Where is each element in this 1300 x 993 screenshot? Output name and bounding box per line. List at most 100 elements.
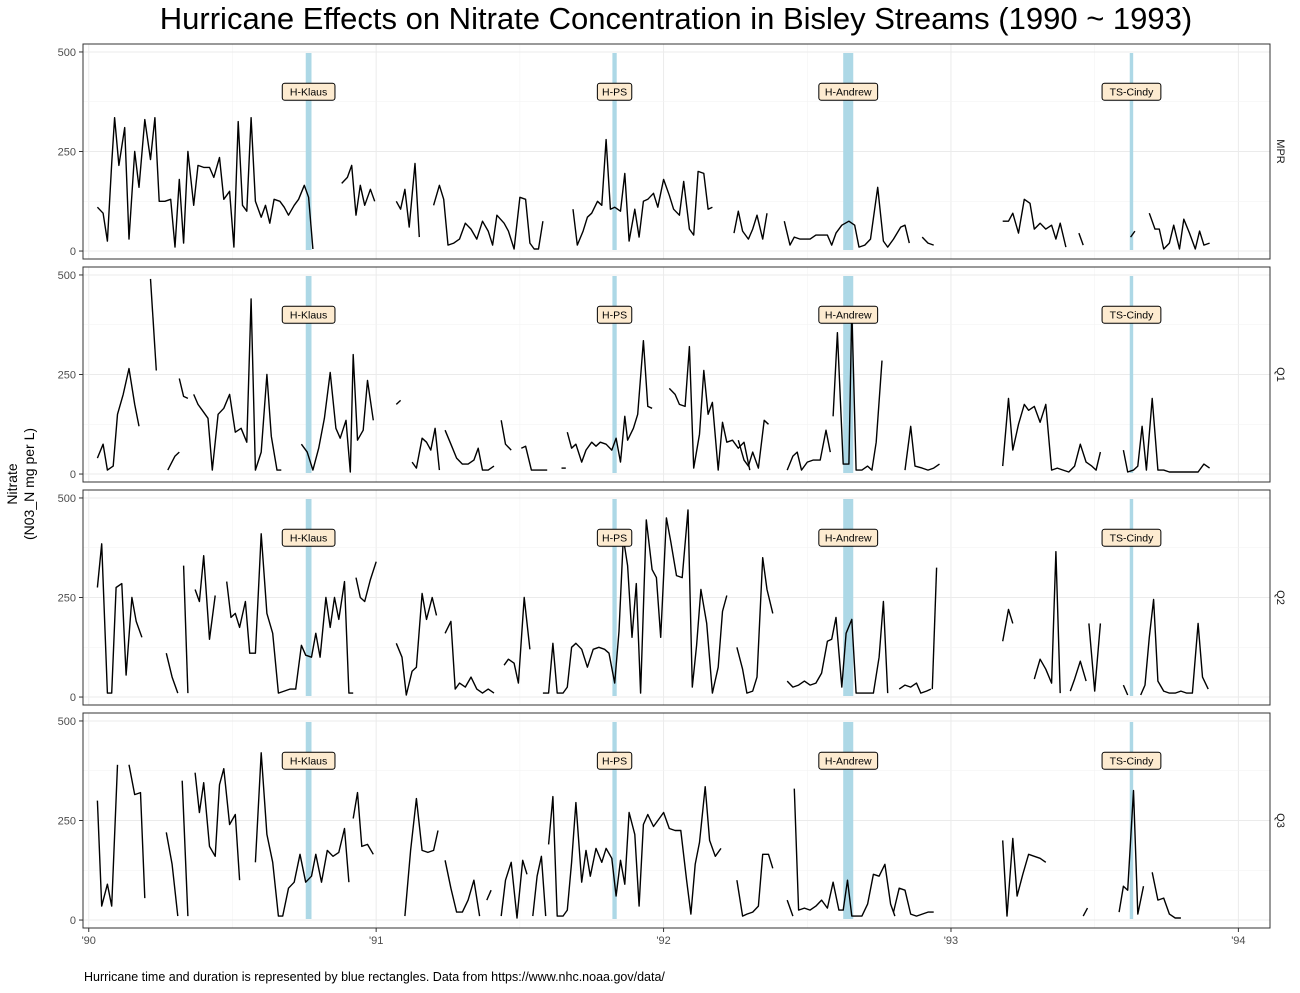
nitrate-line — [783, 186, 910, 248]
nitrate-line — [1082, 907, 1089, 917]
hurricane-label-h-andrew: H-Andrew — [818, 751, 879, 770]
nitrate-line — [793, 788, 896, 917]
hurricane-label-text: H-PS — [602, 310, 627, 322]
hurricane-label-text: H-Klaus — [290, 87, 327, 99]
facet-strip — [1271, 44, 1295, 259]
nitrate-line — [96, 764, 119, 907]
panel-q1: H-Klaus H-PS H-Andrew TS-Cindy 0 250 500 Q1 — [58, 266, 1295, 483]
nitrate-line — [96, 117, 314, 250]
nitrate-line — [921, 236, 934, 246]
hurricane-label-text: H-PS — [602, 87, 627, 99]
nitrate-line — [341, 164, 376, 216]
y-tick-label: 500 — [58, 493, 76, 505]
x-tick-label: '93 — [944, 935, 958, 947]
hurricane-band-ts-cindy — [1129, 499, 1134, 696]
hurricane-band-h-klaus — [305, 722, 312, 919]
hurricane-band-ts-cindy — [1129, 276, 1134, 473]
nitrate-line — [566, 340, 653, 463]
panel-mpr: H-Klaus H-PS H-Andrew TS-Cindy 0 250 500 MPR — [58, 43, 1295, 260]
hurricane-band-h-andrew — [843, 276, 854, 473]
hurricane-label-box — [1101, 305, 1162, 324]
nitrate-line — [892, 887, 934, 917]
panel-q3: H-Klaus H-PS H-Andrew TS-Cindy 0 250 500 Q3 — [58, 712, 1295, 929]
nitrate-line — [733, 210, 768, 240]
facet-strip — [1271, 490, 1295, 705]
facet-strip-label: Q2 — [1274, 590, 1286, 605]
nitrate-line — [128, 764, 146, 899]
hurricane-label-h-klaus: H-Klaus — [281, 528, 336, 547]
nitrate-line — [1148, 212, 1210, 250]
hurricane-label-text: H-Andrew — [825, 87, 872, 99]
hurricane-band-h-andrew — [843, 722, 854, 919]
hurricane-label-box — [818, 528, 879, 547]
nitrate-line — [149, 278, 157, 371]
hurricane-label-text: TS-Cindy — [1110, 310, 1155, 322]
nitrate-line — [300, 353, 374, 473]
nitrate-line — [226, 533, 354, 694]
nitrate-line — [254, 752, 350, 917]
hurricane-band-h-klaus — [305, 276, 312, 473]
nitrate-line — [486, 889, 492, 901]
hurricane-label-h-andrew: H-Andrew — [818, 305, 879, 324]
facet-strip-label: Q1 — [1274, 367, 1286, 382]
hurricane-label-h-ps: H-PS — [596, 82, 633, 101]
nitrate-line — [1140, 598, 1209, 696]
x-tick-label: '90 — [82, 935, 96, 947]
y-tick-label: 500 — [58, 716, 76, 728]
y-tick-label: 0 — [70, 246, 76, 258]
hurricane-label-h-klaus: H-Klaus — [281, 751, 336, 770]
hurricane-label-box — [596, 751, 633, 770]
x-tick-label: '91 — [369, 935, 383, 947]
hurricane-label-text: TS-Cindy — [1110, 756, 1155, 768]
nitrate-line — [736, 853, 774, 917]
hurricane-label-box — [281, 305, 336, 324]
hurricane-label-box — [1101, 751, 1162, 770]
hurricane-band-h-klaus — [305, 53, 312, 250]
nitrate-line — [1122, 684, 1129, 696]
y-tick-label: 0 — [70, 915, 76, 927]
nitrate-line — [96, 543, 143, 694]
nitrate-line — [1069, 660, 1087, 692]
nitrate-line — [96, 367, 140, 471]
hurricane-label-text: TS-Cindy — [1110, 87, 1155, 99]
nitrate-line — [786, 899, 794, 917]
hurricane-label-text: H-Andrew — [825, 310, 872, 322]
facet-strip — [1271, 713, 1295, 928]
nitrate-line — [1002, 397, 1102, 473]
hurricane-label-box — [818, 751, 879, 770]
nitrate-line — [1130, 230, 1136, 238]
y-tick-label: 500 — [58, 270, 76, 282]
hurricane-label-box — [1101, 528, 1162, 547]
nitrate-line — [668, 345, 751, 471]
nitrate-line — [444, 429, 495, 471]
nitrate-line — [931, 567, 938, 690]
y-tick-label: 0 — [70, 692, 76, 704]
hurricane-label-h-klaus: H-Klaus — [281, 305, 336, 324]
hurricane-band-ts-cindy — [1129, 53, 1134, 250]
nitrate-line — [503, 596, 531, 684]
nitrate-line — [182, 565, 189, 694]
hurricane-band-h-ps — [612, 499, 617, 696]
nitrate-line — [194, 555, 216, 640]
facet-strip — [1271, 267, 1295, 482]
hurricane-label-text: H-Klaus — [290, 310, 327, 322]
nitrate-line — [411, 427, 441, 471]
hurricane-label-ts-cindy: TS-Cindy — [1101, 528, 1162, 547]
hurricane-label-ts-cindy: TS-Cindy — [1101, 305, 1162, 324]
nitrate-line — [1122, 397, 1211, 473]
nitrate-line — [500, 859, 528, 919]
x-tick-label: '94 — [1231, 935, 1245, 947]
nitrate-line — [181, 780, 189, 917]
nitrate-line — [1002, 198, 1067, 248]
nitrate-line — [1151, 872, 1181, 919]
x-axis: '90 '91 '92 '93 '94 — [82, 928, 1246, 947]
nitrate-line — [167, 451, 180, 471]
y-tick-label: 0 — [70, 469, 76, 481]
y-axis-title-line1: Nitrate — [4, 463, 20, 504]
hurricane-label-box — [818, 82, 879, 101]
hurricane-band-h-andrew — [843, 53, 854, 250]
hurricane-label-text: H-PS — [602, 756, 627, 768]
nitrate-line — [737, 419, 769, 469]
hurricane-label-h-ps: H-PS — [596, 305, 633, 324]
